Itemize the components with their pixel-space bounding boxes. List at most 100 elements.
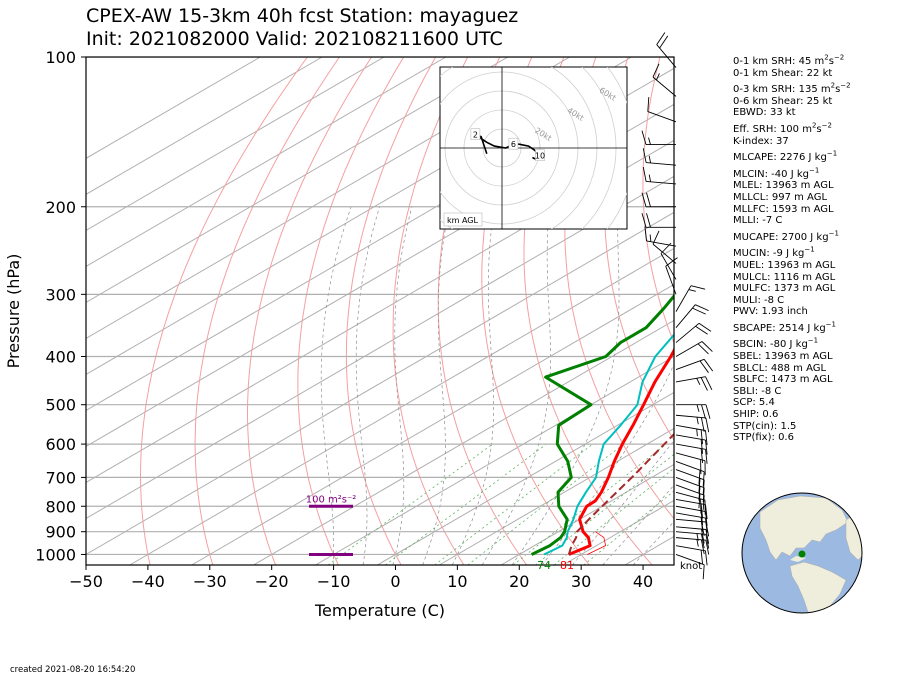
created-timestamp: created 2021-08-20 16:54:20 — [10, 665, 136, 675]
wind-barb — [675, 452, 706, 476]
wind-barb — [656, 32, 677, 68]
wind-barb — [641, 130, 677, 146]
isotherm-line — [500, 463, 674, 565]
stat-value: -9 — [772, 248, 783, 260]
stat-unit: J kg−1 — [807, 229, 839, 243]
stat-value: -80 — [770, 339, 787, 351]
isotherm-line — [438, 427, 674, 565]
stat-label: SBCIN: — [733, 339, 770, 351]
mixing-ratio-line — [553, 467, 674, 565]
y-tick-label: 400 — [45, 348, 76, 367]
stat-label: MUCIN: — [733, 248, 773, 260]
x-tick-label: −50 — [69, 572, 103, 591]
stat-value: -40 — [771, 168, 788, 180]
dry-adiabat-line — [481, 57, 590, 565]
isotherm-line — [86, 57, 261, 159]
dry-adiabat-line — [437, 57, 528, 565]
stat-row: MUEL: 13963 m AGL — [733, 260, 851, 272]
stat-value: 1593 m AGL — [772, 203, 834, 215]
wind-barb — [675, 531, 710, 549]
hodo-height-box — [535, 149, 545, 161]
dry-adiabat-line — [297, 57, 405, 565]
x-tick-label: −10 — [317, 572, 351, 591]
stat-row: 0-6 km Shear: 25 kt — [733, 96, 851, 108]
wind-barb — [675, 460, 705, 487]
stat-value: 33 kt — [769, 107, 796, 119]
background-lines — [86, 57, 906, 565]
y-tick-label: 200 — [45, 198, 76, 217]
wind-barb — [675, 404, 711, 419]
wind-barb — [675, 376, 713, 391]
stat-value: 135 — [798, 84, 818, 96]
stat-label: 0-1 km Shear: — [733, 67, 807, 79]
parcel-line — [567, 432, 674, 555]
x-tick-label: −30 — [193, 572, 227, 591]
stat-row: SBEL: 13963 m AGL — [733, 351, 851, 363]
stat-value: -8 C — [761, 385, 782, 397]
moist-adiabat-line — [541, 363, 674, 565]
stat-row: 0-1 km Shear: 22 kt — [733, 68, 851, 80]
stat-row: 0-3 km SRH: 135 m2s−2 — [733, 82, 851, 96]
stat-value: 1116 m AGL — [773, 271, 836, 283]
wind-barb — [641, 192, 677, 208]
wind-barb — [647, 97, 677, 123]
stat-row: MLLFC: 1593 m AGL — [733, 204, 851, 216]
stat-value: 1473 m AGL — [771, 374, 833, 386]
isotherm-line — [253, 319, 674, 565]
stat-label: PWV: — [733, 306, 762, 318]
stat-value: 1.5 — [780, 420, 797, 432]
wind-barb — [675, 424, 708, 446]
mixing-ratio-line — [467, 443, 624, 565]
stat-label: MLLI: — [733, 215, 763, 227]
stat-label: SHIP: — [733, 409, 763, 421]
stat-row: SBLI: -8 C — [733, 386, 851, 398]
globe-outline — [741, 492, 863, 614]
stat-row: SBLCL: 488 m AGL — [733, 363, 851, 375]
y-tick-label: 1000 — [35, 545, 76, 564]
dry-adiabat-line — [564, 57, 674, 520]
isotherm-line — [129, 247, 674, 565]
mixing-ratio-line — [327, 443, 493, 565]
stat-row: MULCL: 1116 m AGL — [733, 272, 851, 284]
surface-dewpoint-label: 74 — [537, 559, 551, 572]
x-tick-label: 40 — [633, 572, 653, 591]
stat-label: SBEL: — [733, 351, 765, 363]
x-tick-label: 10 — [447, 572, 467, 591]
wind-barb — [675, 341, 713, 357]
virtual-temperature-line — [587, 531, 607, 555]
station-marker — [798, 550, 806, 558]
plot-frame — [85, 56, 675, 566]
stat-unit: J kg−1 — [787, 166, 820, 180]
y-tick-label: 900 — [45, 523, 76, 542]
wind-barb — [675, 491, 706, 515]
wind-barb — [675, 545, 708, 566]
isotherm-line — [86, 57, 570, 339]
dry-adiabat-line — [247, 57, 372, 565]
wind-barb — [675, 414, 710, 433]
temperature-line — [568, 347, 674, 556]
stat-value: 13963 m AGL — [767, 259, 836, 271]
stat-row: STP(cin): 1.5 — [733, 421, 851, 433]
dry-adiabat-line — [852, 57, 906, 565]
wind-barb — [675, 537, 710, 555]
stat-label: STP(cin): — [733, 420, 781, 432]
profile-lines: 100 m²s⁻² — [306, 293, 674, 556]
surface-temperature-label: 81 — [560, 559, 574, 572]
mixing-ratio-line — [583, 490, 674, 565]
x-tick-label: −40 — [131, 572, 165, 591]
stat-value: 13963 m AGL — [764, 351, 833, 363]
moist-adiabat-line — [320, 206, 352, 565]
stat-value: 2700 — [781, 231, 808, 243]
mixing-ratio-line — [512, 443, 667, 565]
stat-value: 22 kt — [806, 67, 833, 79]
stat-value: 0.6 — [778, 432, 794, 444]
stat-row: MLCAPE: 2276 J kg−1 — [733, 150, 851, 164]
stat-row: SCP: 5.4 — [733, 397, 851, 409]
stat-value: 13963 m AGL — [765, 180, 834, 192]
srh-label: 100 m²s⁻² — [306, 494, 357, 505]
dry-adiabat-line — [140, 57, 308, 565]
chart-title-line2: Init: 2021082000 Valid: 202108211600 UTC — [86, 28, 503, 50]
wind-barb — [675, 358, 714, 373]
